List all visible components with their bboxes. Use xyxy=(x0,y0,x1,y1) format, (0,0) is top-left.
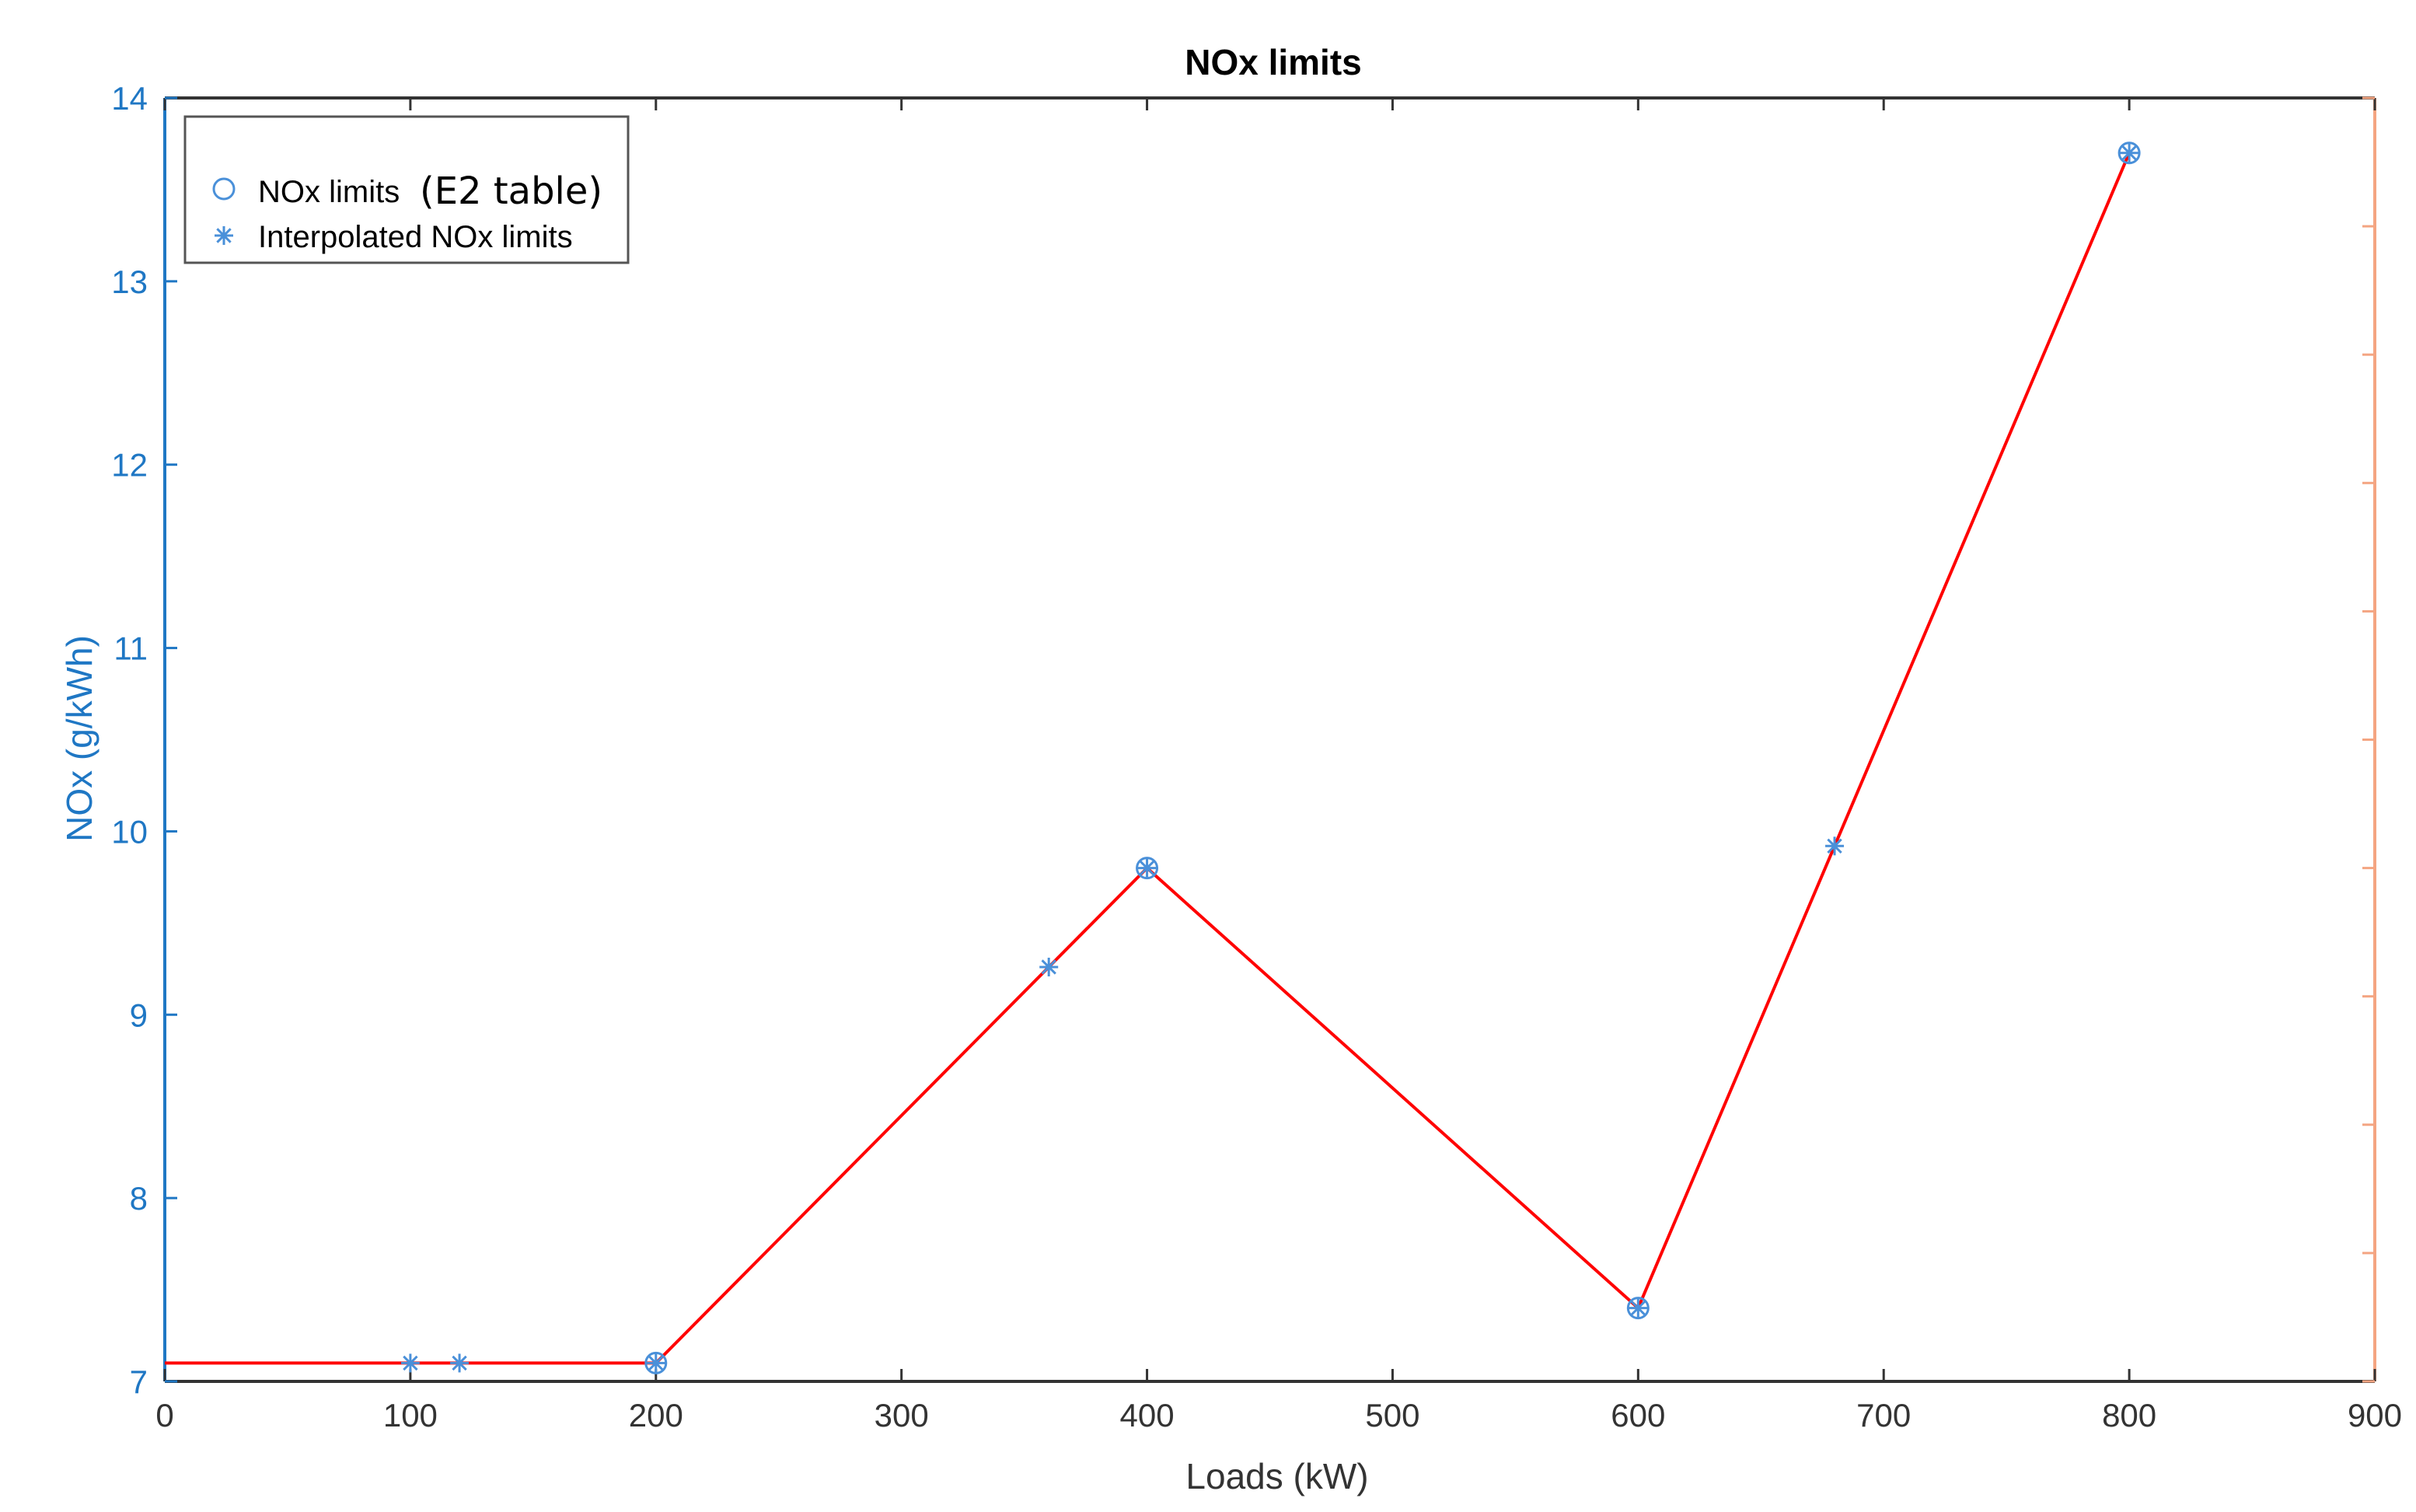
circle-marker-point xyxy=(1626,1297,1650,1320)
plot-area: 0 100 200 300 400 500 600 700 800 900 7 8 9 10 11 12 13 1… xyxy=(111,80,2402,1433)
legend-label-e2-table: (E2 table) xyxy=(420,169,602,213)
asterisk-marker-point xyxy=(1825,836,1845,856)
asterisk-marker-point xyxy=(1629,1298,1648,1318)
asterisk-marker-point xyxy=(400,1353,420,1373)
x-tick-label: 700 xyxy=(1856,1397,1911,1433)
x-axis-label: Loads (kW) xyxy=(1185,1456,1368,1496)
legend-label-nox-limits: NOx limits xyxy=(258,175,400,209)
asterisk-marker-point xyxy=(646,1353,665,1373)
y-tick-label: 8 xyxy=(130,1180,148,1217)
legend: NOx limits (E2 table) Interpolated NOx l… xyxy=(183,115,630,264)
y-tick-label: 11 xyxy=(113,630,148,667)
x-tick-label: 400 xyxy=(1120,1397,1175,1433)
x-tick-label: 900 xyxy=(2348,1397,2402,1433)
y-axis-label: NOx (g/kWh) xyxy=(59,635,100,842)
y-tick-label: 7 xyxy=(130,1364,148,1400)
x-tick-label: 100 xyxy=(383,1397,438,1433)
x-tick-label: 600 xyxy=(1611,1397,1665,1433)
asterisk-marker-point xyxy=(1039,957,1059,976)
circle-marker-point xyxy=(644,1351,668,1374)
y-tick-label: 14 xyxy=(111,80,148,117)
y-tick-label: 12 xyxy=(111,447,148,484)
asterisk-marker-point xyxy=(2120,143,2139,162)
chart-title: NOx limits xyxy=(1185,42,1362,82)
circle-marker-point xyxy=(2117,141,2141,165)
x-tick-label: 800 xyxy=(2102,1397,2156,1433)
circle-marker-point xyxy=(1136,857,1159,880)
legend-box xyxy=(183,115,630,264)
y-tick-label: 13 xyxy=(111,264,148,300)
legend-label-interpolated: Interpolated NOx limits xyxy=(258,220,573,254)
x-tick-label: 200 xyxy=(629,1397,683,1433)
legend-circle-marker-icon xyxy=(212,177,236,201)
y-tick-label: 9 xyxy=(130,997,148,1033)
asterisk-marker-point xyxy=(450,1353,470,1373)
legend-circle-glyph xyxy=(212,177,236,201)
x-tick-label: 0 xyxy=(155,1397,173,1433)
legend-asterisk-marker-icon xyxy=(215,226,233,245)
x-tick-label: 500 xyxy=(1365,1397,1419,1433)
asterisk-marker-point xyxy=(1137,858,1157,878)
x-tick-label: 300 xyxy=(875,1397,929,1433)
y-tick-label: 10 xyxy=(111,813,148,850)
legend-asterisk-glyph xyxy=(215,226,233,245)
